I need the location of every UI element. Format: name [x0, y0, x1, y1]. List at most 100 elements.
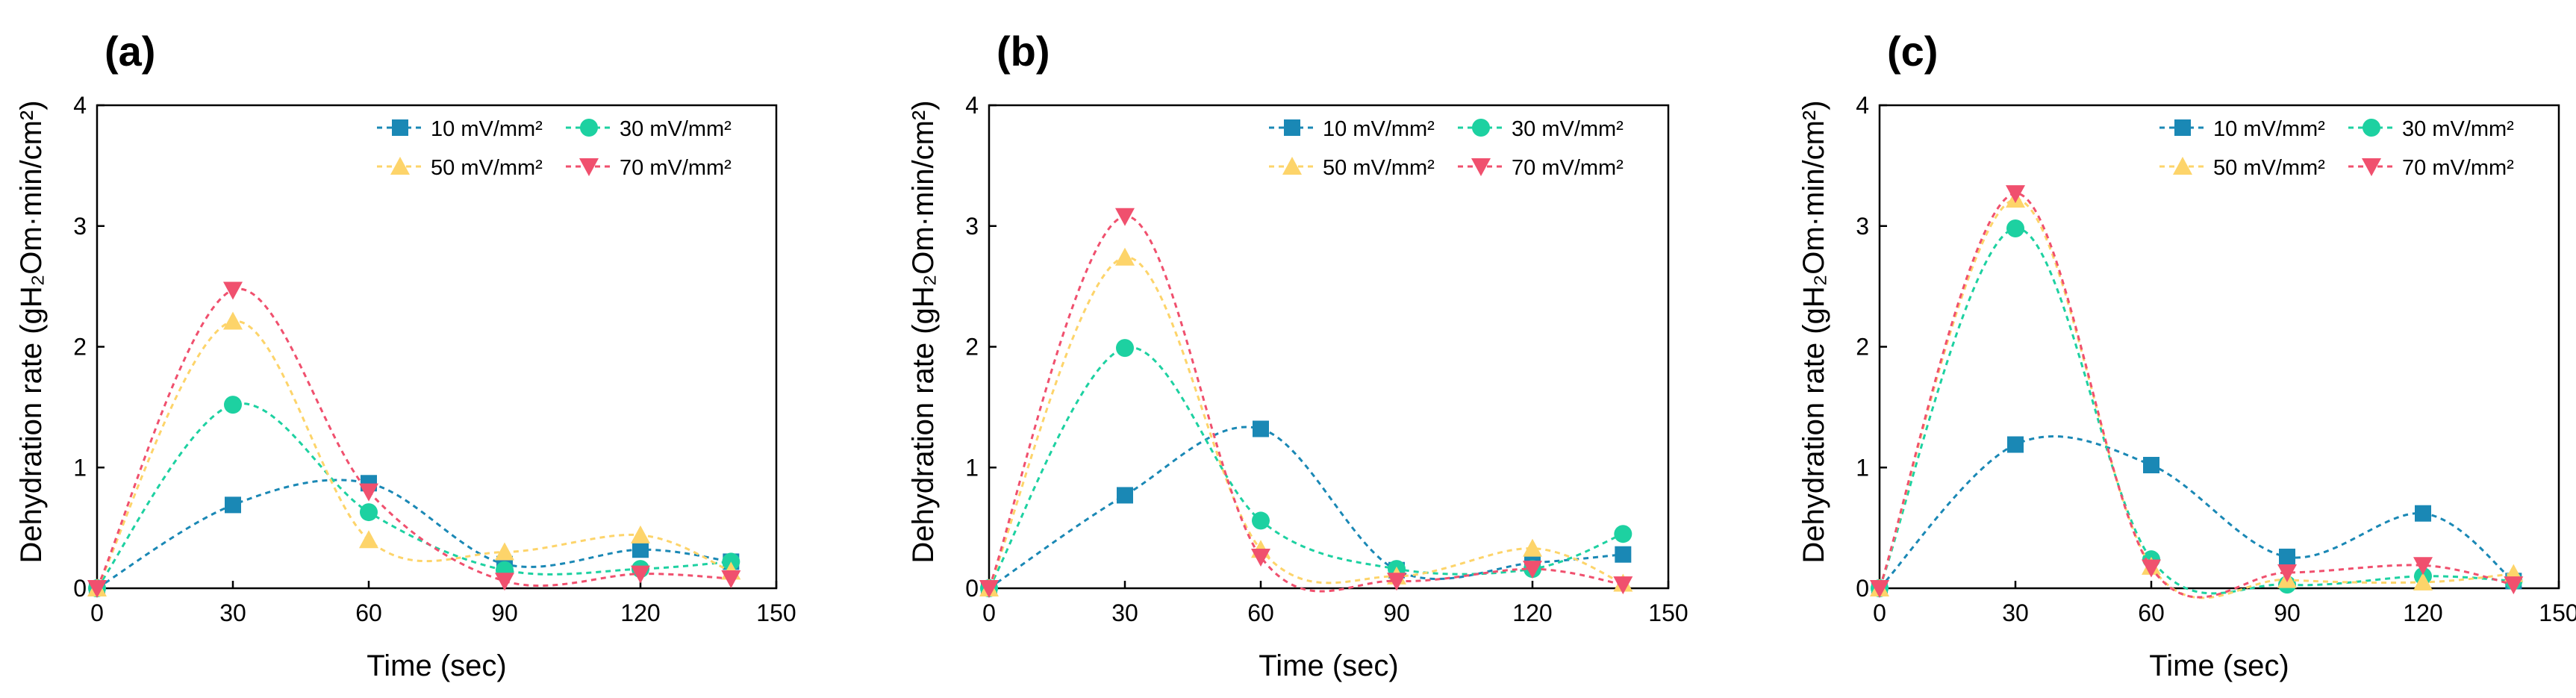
data-point	[87, 580, 107, 598]
data-point	[631, 525, 650, 543]
legend-marker	[2173, 157, 2192, 175]
data-point	[2006, 185, 2025, 204]
y-tick-label: 3	[1856, 213, 1869, 240]
legend-label: 30 mV/mm²	[620, 117, 732, 141]
series-3	[979, 247, 1633, 596]
legend-marker	[1282, 157, 1302, 175]
legend-marker	[1471, 158, 1491, 176]
data-point	[1523, 561, 1542, 579]
y-tick-label: 4	[1856, 92, 1869, 119]
data-point	[495, 573, 514, 591]
data-point	[2006, 219, 2024, 237]
data-point	[2007, 436, 2024, 453]
data-point	[359, 483, 378, 502]
x-tick-label: 60	[355, 599, 382, 626]
data-point	[1116, 339, 1134, 358]
x-tick-label: 150	[2539, 599, 2576, 626]
x-tick-label: 30	[2002, 599, 2029, 626]
data-point	[223, 281, 243, 300]
x-tick-label: 90	[491, 599, 518, 626]
x-axis-title: Time (sec)	[2149, 649, 2289, 682]
y-axis-title: Dehydration rate (gH₂Om·min/cm²)	[907, 100, 940, 563]
data-point	[721, 570, 741, 589]
data-point	[1117, 487, 1133, 504]
data-point	[2142, 559, 2161, 578]
series-line	[96, 402, 732, 589]
legend: 10 mV/mm² 30 mV/mm² 50 mV/mm² 70 mV/mm²	[2159, 117, 2514, 180]
data-point	[1614, 525, 1632, 543]
x-tick-label: 90	[2274, 599, 2301, 626]
y-tick-label: 1	[965, 454, 979, 481]
x-tick-label: 30	[1111, 599, 1138, 626]
series-line	[988, 215, 1624, 593]
x-tick-label: 60	[1247, 599, 1274, 626]
series-line	[988, 426, 1624, 590]
legend-label: 10 mV/mm²	[431, 117, 543, 141]
data-point	[223, 311, 243, 330]
data-point	[632, 541, 649, 558]
legend-marker	[1472, 119, 1490, 137]
legend-marker	[579, 158, 599, 176]
legend-marker	[390, 157, 410, 175]
legend-label: 10 mV/mm²	[1323, 117, 1435, 141]
data-point	[1613, 576, 1633, 595]
legend-marker	[392, 119, 408, 136]
legend-marker	[2362, 158, 2381, 176]
x-tick-label: 120	[1512, 599, 1552, 626]
x-tick-label: 60	[2138, 599, 2165, 626]
y-tick-label: 0	[965, 575, 979, 602]
y-axis-title: Dehydration rate (gH₂Om·min/cm²)	[1797, 100, 1830, 563]
x-tick-label: 30	[219, 599, 246, 626]
y-tick-label: 3	[73, 213, 87, 240]
data-point	[1251, 548, 1270, 567]
data-point	[631, 565, 650, 584]
y-tick-label: 4	[73, 92, 87, 119]
x-tick-label: 150	[1648, 599, 1688, 626]
data-point	[1387, 573, 1406, 591]
y-tick-label: 2	[73, 334, 87, 361]
chart-panel-b: (b) 0 30 60 90 120 150 0 1 2 3 4 Time (sec) Dehydrati…	[907, 28, 1688, 682]
data-point	[1252, 511, 1270, 530]
x-axis-title: Time (sec)	[1259, 649, 1398, 682]
x-tick-label: 0	[982, 599, 996, 626]
y-tick-label: 3	[965, 213, 979, 240]
chart-panel-c: (c) 0 30 60 90 120 150 0 1 2 3 4 Time (sec) Dehydrati…	[1797, 28, 2576, 682]
y-tick-label: 4	[965, 92, 979, 119]
data-point	[2415, 505, 2431, 522]
legend-label: 30 mV/mm²	[2402, 117, 2514, 141]
series-4	[87, 281, 741, 598]
panel-label: (b)	[997, 28, 1050, 75]
series-line	[1878, 192, 2514, 599]
x-tick-label: 0	[1873, 599, 1886, 626]
legend-marker	[1284, 119, 1300, 136]
series-3	[1870, 190, 2524, 599]
data-point	[225, 496, 241, 514]
y-tick-label: 1	[1856, 454, 1869, 481]
legend: 10 mV/mm² 30 mV/mm² 50 mV/mm² 70 mV/mm²	[1269, 117, 1624, 180]
data-point	[1523, 538, 1542, 557]
legend-label: 50 mV/mm²	[431, 156, 543, 180]
chart-panel-a: (a) 0 30 60 90 120 150 0 1 2 3 4 Time (sec) Dehydrati…	[15, 28, 796, 682]
legend-label: 50 mV/mm²	[1323, 156, 1435, 180]
panel-label: (a)	[105, 28, 155, 75]
data-point	[2143, 457, 2159, 474]
data-point	[2413, 572, 2433, 591]
legend-marker	[2174, 119, 2191, 136]
y-tick-label: 1	[73, 454, 87, 481]
legend-marker	[2363, 119, 2380, 137]
legend-marker	[580, 119, 598, 137]
panel-label: (c)	[1887, 28, 1938, 75]
data-point	[1870, 580, 1889, 598]
series-4	[979, 208, 1633, 598]
data-point	[2413, 557, 2433, 576]
data-point	[2277, 564, 2297, 582]
data-point	[979, 580, 999, 598]
legend: 10 mV/mm² 30 mV/mm² 50 mV/mm² 70 mV/mm²	[377, 117, 732, 180]
legend-label: 70 mV/mm²	[620, 156, 732, 180]
legend-label: 70 mV/mm²	[2402, 156, 2514, 180]
series-line	[1878, 227, 2514, 595]
legend-label: 10 mV/mm²	[2213, 117, 2325, 141]
data-point	[360, 503, 378, 522]
legend-label: 30 mV/mm²	[1512, 117, 1624, 141]
